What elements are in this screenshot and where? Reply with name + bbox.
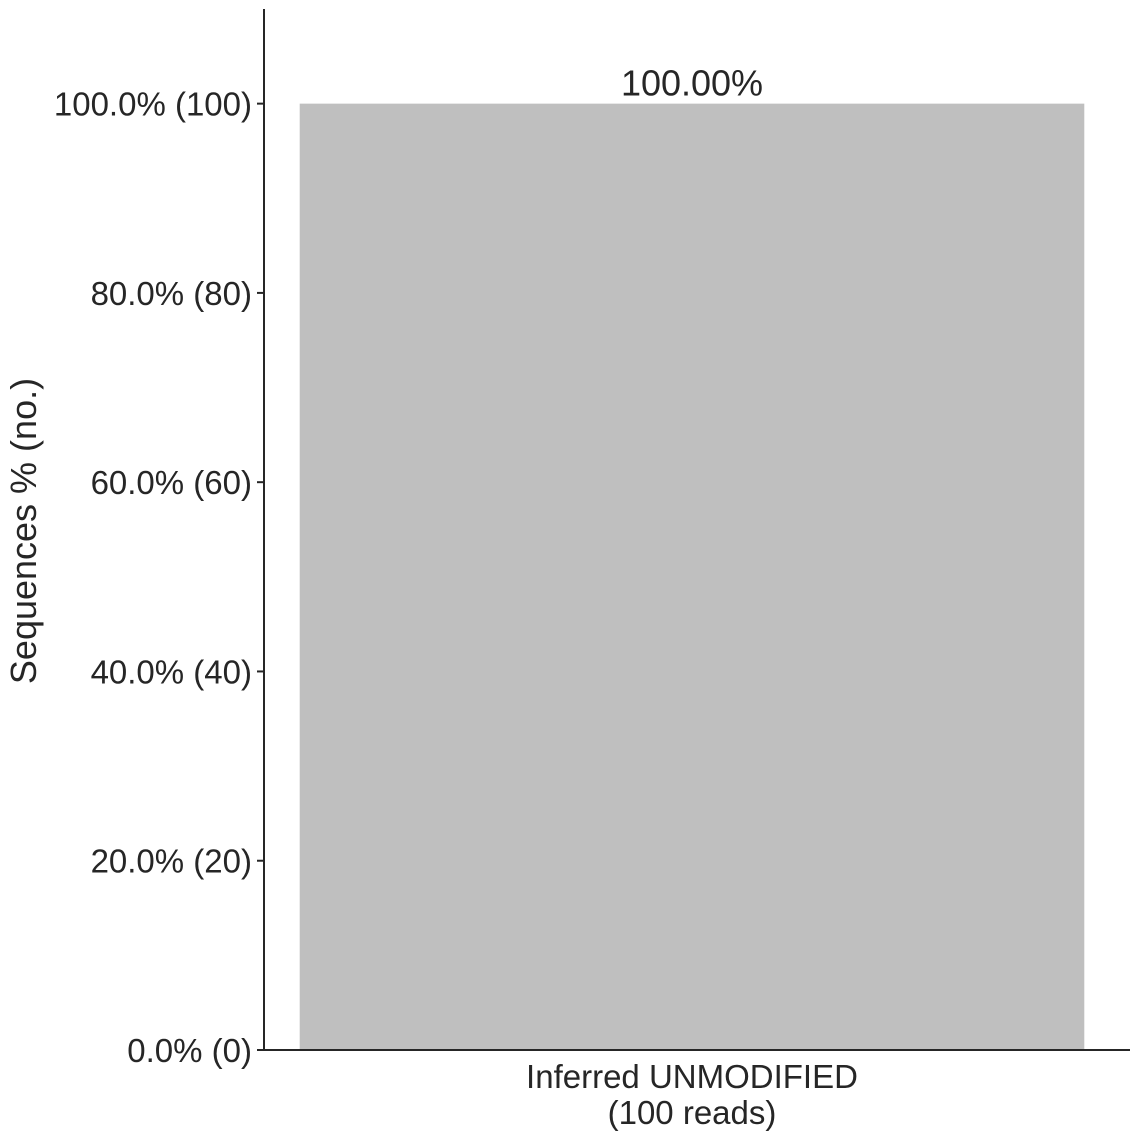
x-tick-label: Inferred UNMODIFIED (100 reads) [526, 1058, 858, 1131]
y-axis-label: Sequences % (no.) [3, 378, 44, 684]
y-axis: 0.0% (0) 20.0% (20) 40.0% (40) 60.0% (60) 80… [54, 9, 265, 1069]
bar-value-label: 100.00% [621, 63, 763, 104]
x-axis: Inferred UNMODIFIED (100 reads) [257, 1049, 1130, 1131]
data-labels-group: 100.00% [621, 63, 763, 104]
bars-group [299, 103, 1085, 1051]
bar [299, 103, 1085, 1051]
y-tick-label: 80.0% (80) [91, 275, 252, 312]
y-tick-label: 60.0% (60) [91, 464, 252, 501]
y-tick-label: 0.0% (0) [127, 1032, 252, 1069]
y-tick-label: 100.0% (100) [54, 86, 252, 123]
y-tick-label: 20.0% (20) [91, 843, 252, 880]
y-tick-label: 40.0% (40) [91, 653, 252, 690]
